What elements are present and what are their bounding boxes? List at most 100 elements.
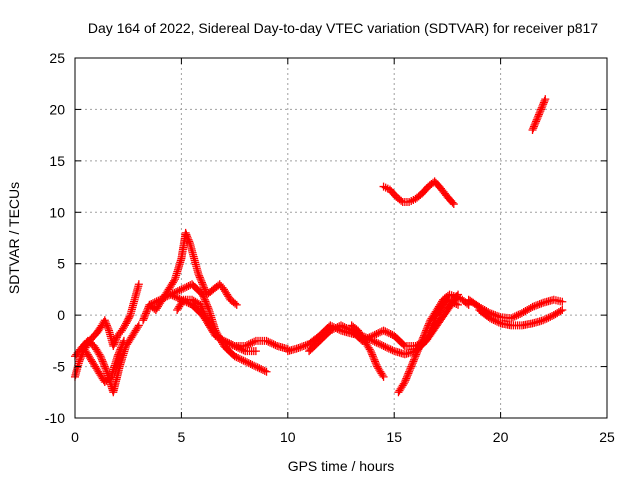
data-point <box>376 340 385 349</box>
data-point <box>200 285 209 294</box>
data-point <box>365 345 374 354</box>
data-point <box>147 300 156 308</box>
data-point <box>200 283 209 292</box>
data-point <box>237 345 246 354</box>
data-point <box>541 95 550 104</box>
data-point <box>539 316 548 325</box>
data-point <box>234 343 243 352</box>
data-point <box>410 354 419 362</box>
data-point <box>198 280 207 289</box>
data-point <box>152 297 161 306</box>
data-point <box>145 300 154 309</box>
data-point <box>542 314 551 323</box>
data-point <box>397 196 406 205</box>
data-point <box>232 300 241 309</box>
data-point <box>535 300 544 309</box>
data-point <box>331 324 340 332</box>
data-point <box>540 315 549 324</box>
data-point <box>487 315 496 324</box>
x-tick-label: 15 <box>386 429 402 445</box>
data-point <box>365 333 374 342</box>
data-point <box>197 278 206 287</box>
data-point <box>546 312 555 321</box>
x-tick-label: 0 <box>71 429 79 445</box>
data-point <box>141 309 150 318</box>
data-point <box>113 352 122 361</box>
data-point <box>257 365 266 374</box>
data-point <box>98 357 107 366</box>
data-point <box>235 354 244 363</box>
data-point <box>202 316 211 325</box>
data-point <box>376 328 385 337</box>
data-point <box>558 297 567 306</box>
data-point <box>548 312 557 320</box>
data-point <box>168 289 177 298</box>
data-point <box>401 376 410 385</box>
data-point <box>402 374 411 383</box>
data-point <box>184 235 193 244</box>
data-point <box>231 299 240 308</box>
data-point <box>163 292 172 301</box>
data-point <box>409 357 418 366</box>
data-point <box>195 273 204 282</box>
data-point <box>534 112 543 121</box>
data-point <box>154 296 163 305</box>
data-point <box>329 324 338 333</box>
data-point <box>175 286 184 295</box>
data-point <box>404 369 413 378</box>
data-point <box>526 303 535 312</box>
data-point <box>125 312 134 321</box>
data-point <box>198 306 207 314</box>
data-point <box>333 323 342 332</box>
data-point <box>420 330 429 338</box>
data-point <box>297 342 306 351</box>
data-point <box>76 354 85 362</box>
data-point <box>161 293 170 302</box>
data-point <box>366 347 375 356</box>
data-point <box>485 314 494 323</box>
data-point <box>446 297 455 306</box>
data-point <box>370 355 379 364</box>
data-point <box>424 321 433 330</box>
x-tick-label: 5 <box>178 429 186 445</box>
y-tick-label: 15 <box>49 153 65 169</box>
data-point <box>142 307 151 316</box>
data-point <box>450 299 459 308</box>
data-point <box>507 314 516 323</box>
y-tick-label: -5 <box>53 359 66 375</box>
data-point <box>418 335 427 344</box>
data-point <box>117 343 126 352</box>
x-tick-label: 20 <box>493 429 509 445</box>
data-point <box>383 328 392 337</box>
data-point <box>183 232 192 241</box>
data-point <box>244 340 253 349</box>
data-point <box>170 288 179 297</box>
data-point <box>400 378 409 386</box>
data-point <box>414 345 423 354</box>
data-point <box>412 348 421 357</box>
data-point <box>255 364 264 373</box>
data-point <box>232 342 241 351</box>
data-point <box>530 302 539 311</box>
data-point <box>417 336 426 345</box>
data-point <box>294 344 303 353</box>
data-point <box>246 360 255 368</box>
data-point <box>407 360 416 369</box>
data-point <box>264 337 273 346</box>
data-point <box>169 276 178 285</box>
data-point <box>381 183 390 192</box>
data-point <box>248 338 257 347</box>
data-point <box>531 119 540 128</box>
data-point <box>491 316 500 325</box>
data-point <box>536 107 545 116</box>
data-point <box>114 348 123 357</box>
data-point <box>384 344 393 353</box>
data-point <box>532 301 541 310</box>
data-point <box>413 347 422 356</box>
data-point <box>379 372 388 381</box>
data-point <box>181 228 190 237</box>
data-point <box>110 338 119 347</box>
data-point <box>410 355 419 364</box>
data-point <box>199 292 208 301</box>
